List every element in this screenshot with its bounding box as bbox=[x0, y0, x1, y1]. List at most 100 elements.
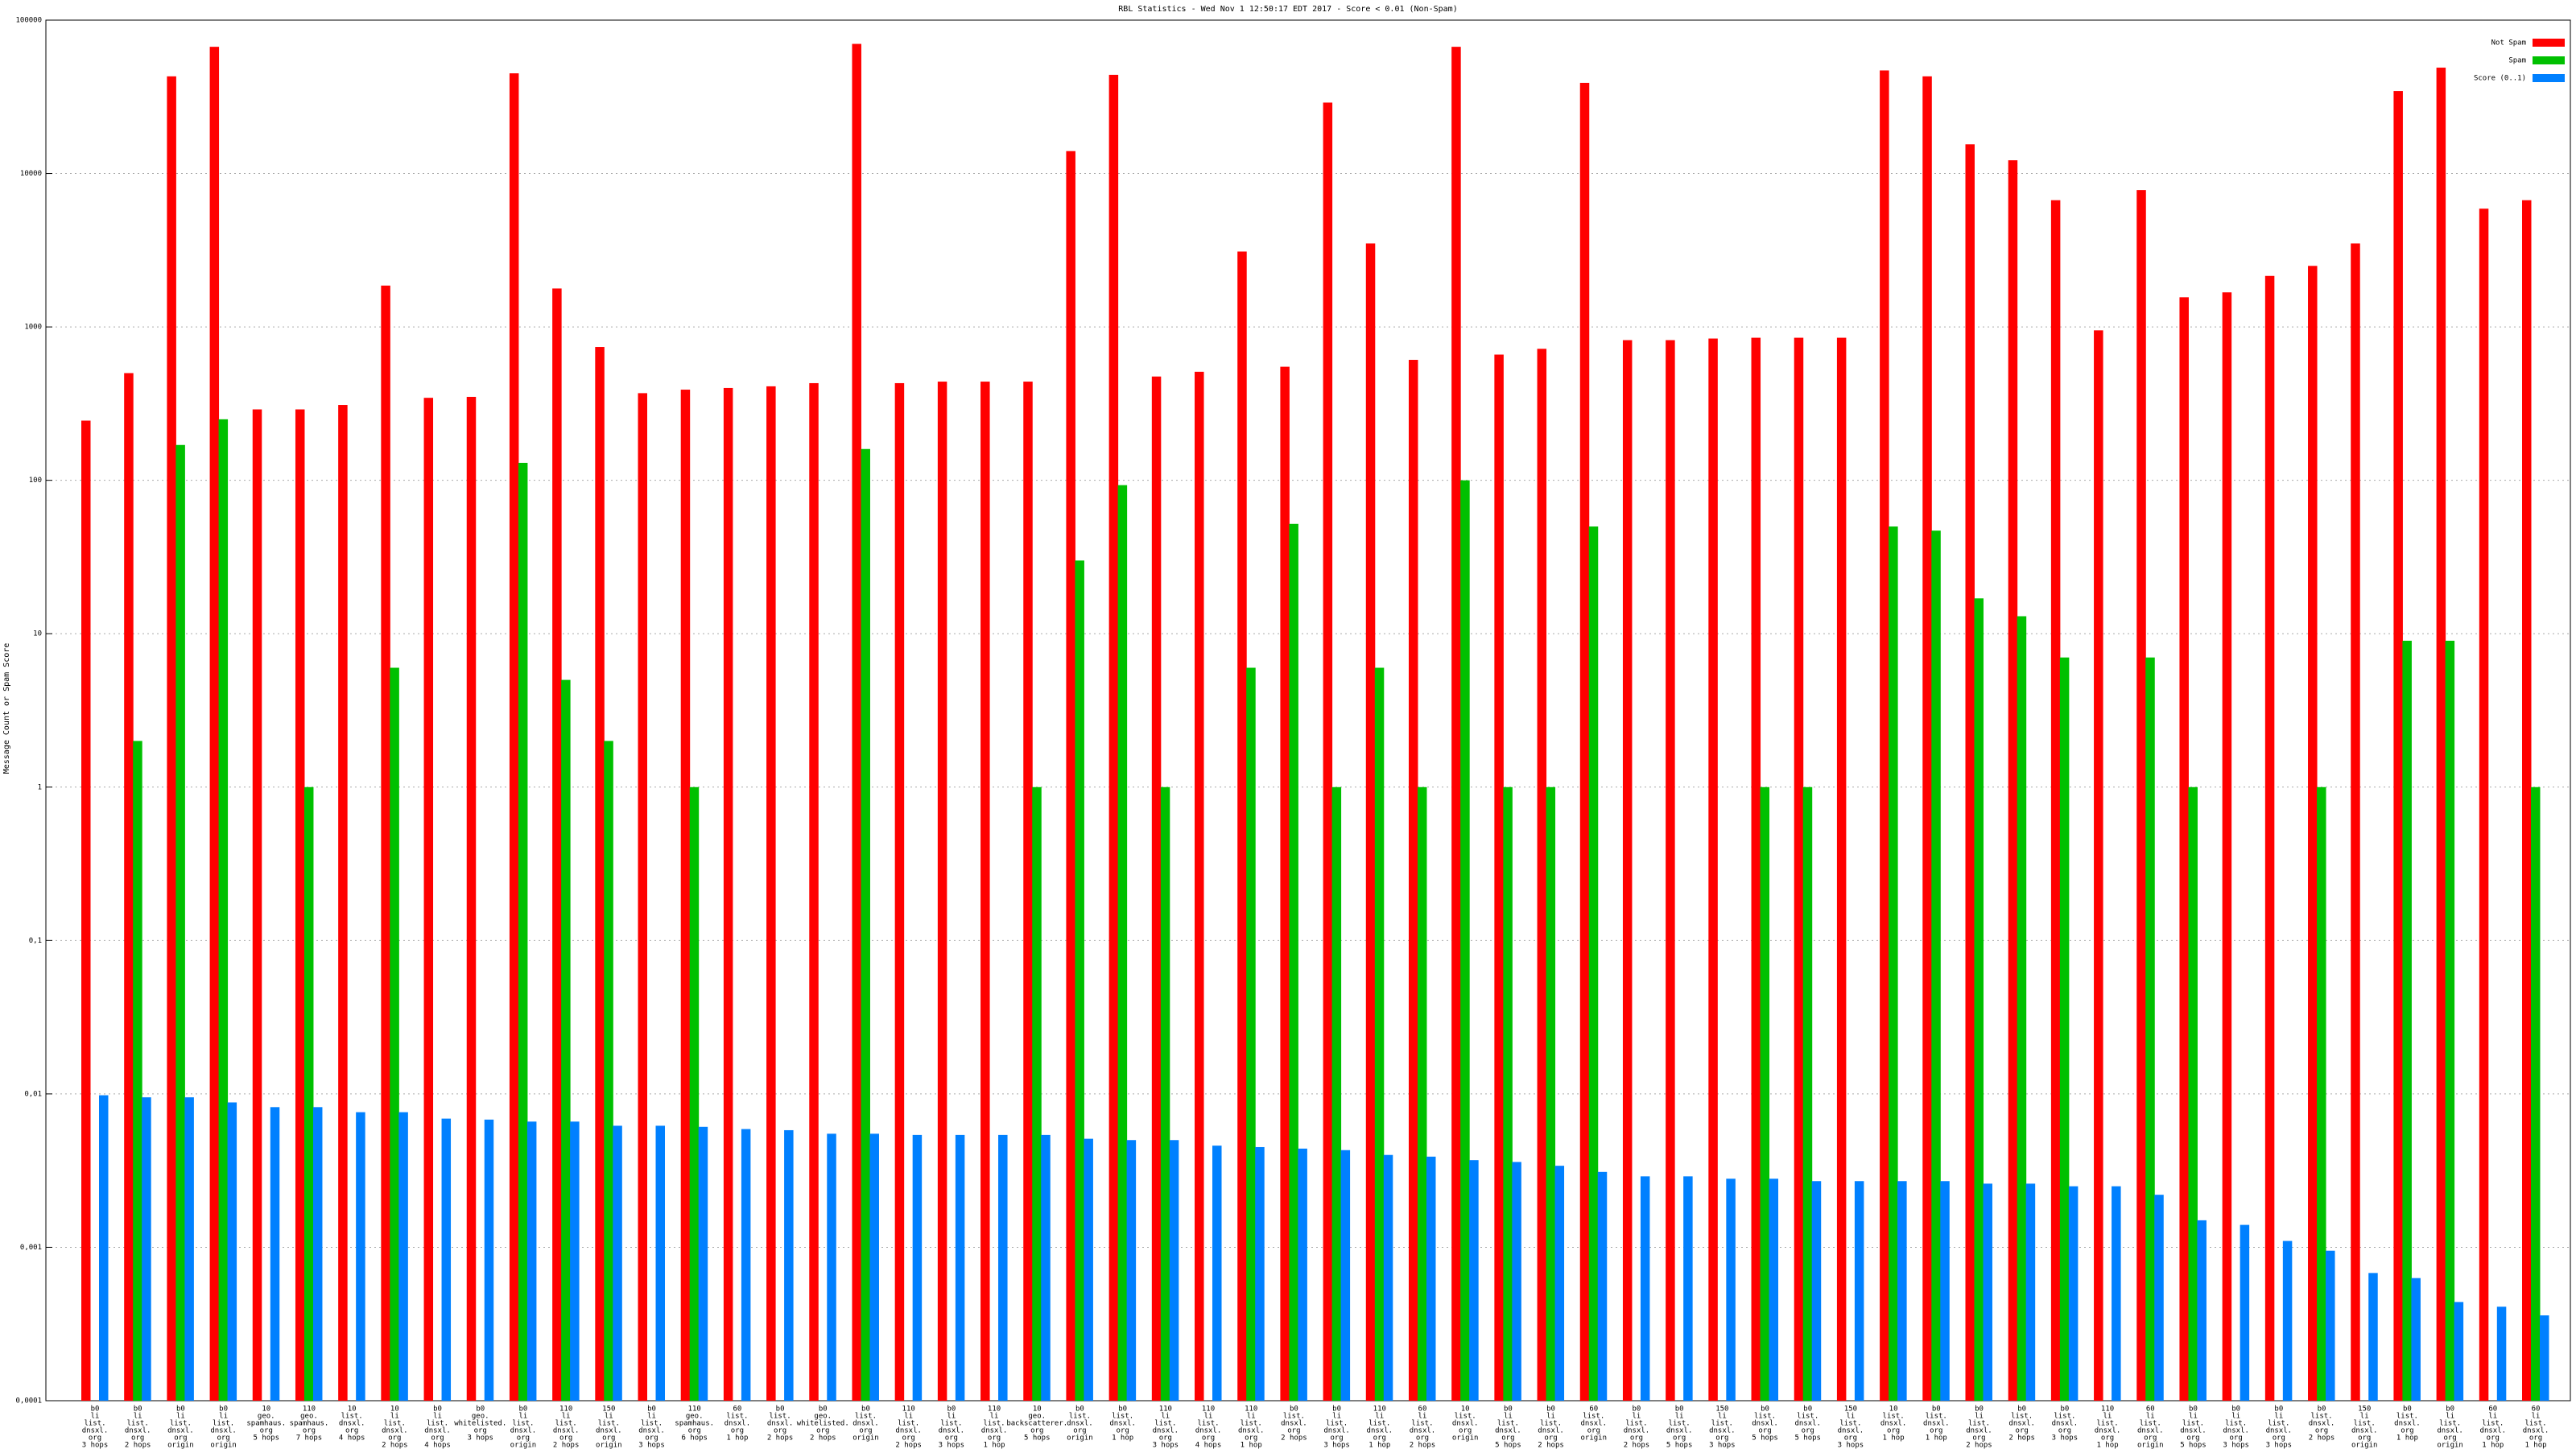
x-tick-label: list. bbox=[2439, 1420, 2461, 1428]
x-tick-label: dnsxl. bbox=[1923, 1420, 1950, 1428]
x-tick-label: li bbox=[2189, 1413, 2198, 1421]
x-tick-label: b0 bbox=[91, 1406, 100, 1414]
x-tick-label: geo. bbox=[300, 1413, 318, 1421]
bar bbox=[827, 1133, 836, 1401]
x-tick-label: 3 hops bbox=[1838, 1442, 1864, 1449]
x-tick-label: list. bbox=[384, 1420, 406, 1428]
x-tick-label: 3 hops bbox=[2266, 1442, 2293, 1449]
x-tick-label: list. bbox=[2182, 1420, 2204, 1428]
x-tick-label: dnsxl. bbox=[1880, 1420, 1907, 1428]
x-tick-label: org bbox=[602, 1435, 615, 1443]
x-tick-label: dnsxl. bbox=[895, 1427, 922, 1435]
bar bbox=[381, 285, 390, 1402]
x-tick-label: org bbox=[2273, 1435, 2285, 1443]
x-tick-label: dnsxl. bbox=[1538, 1427, 1564, 1435]
bar bbox=[595, 347, 605, 1401]
bar bbox=[1331, 786, 1342, 1401]
bar bbox=[1503, 786, 1513, 1401]
x-tick-label: org bbox=[2186, 1435, 2199, 1443]
bar bbox=[390, 667, 399, 1401]
x-tick-label: list. bbox=[2054, 1413, 2075, 1421]
x-tick-label: 5 hops bbox=[2180, 1442, 2207, 1449]
x-tick-label: 4 hops bbox=[424, 1442, 451, 1449]
x-tick-label: b0 bbox=[176, 1406, 185, 1414]
x-tick-label: li bbox=[91, 1413, 100, 1421]
bar bbox=[2154, 1195, 2164, 1401]
x-tick-label: b0 bbox=[1675, 1406, 1684, 1414]
x-tick-label: org bbox=[217, 1435, 229, 1443]
x-tick-label: dnsxl. bbox=[2095, 1427, 2121, 1435]
x-tick-label: dnsxl. bbox=[724, 1420, 751, 1428]
bar bbox=[2136, 190, 2146, 1401]
y-tick-label: 1000 bbox=[24, 324, 42, 332]
bar bbox=[1426, 1156, 1436, 1401]
x-tick-label: 60 bbox=[1418, 1406, 1427, 1414]
bar bbox=[912, 1134, 923, 1401]
x-tick-label: backscatterer. bbox=[1006, 1420, 1067, 1428]
bar bbox=[1666, 340, 1675, 1401]
x-tick-label: 3 hops bbox=[1323, 1442, 1350, 1449]
x-tick-label: dnsxl. bbox=[1195, 1427, 1222, 1435]
x-tick-label: org bbox=[1930, 1427, 1942, 1435]
bar bbox=[1983, 1183, 1992, 1401]
x-tick-label: 110 bbox=[1202, 1406, 1215, 1414]
bar bbox=[2479, 208, 2489, 1402]
x-tick-label: b0 bbox=[1075, 1406, 1084, 1414]
x-tick-label: b0 bbox=[519, 1406, 528, 1414]
x-tick-label: 2 hops bbox=[1538, 1442, 1564, 1449]
x-tick-label: geo. bbox=[258, 1413, 275, 1421]
bar bbox=[99, 1095, 109, 1401]
x-tick-label: li bbox=[2146, 1413, 2155, 1421]
bar bbox=[175, 444, 185, 1401]
x-tick-label: b0 bbox=[819, 1406, 828, 1414]
legend-label: Score (0..1) bbox=[2474, 75, 2526, 83]
bar bbox=[1769, 1179, 1779, 1401]
x-tick-label: list. bbox=[641, 1420, 663, 1428]
bar bbox=[570, 1121, 580, 1401]
bar bbox=[852, 43, 861, 1401]
x-tick-label: dnsxl. bbox=[2180, 1427, 2207, 1435]
x-tick-label: list. bbox=[2140, 1420, 2161, 1428]
x-tick-label: li bbox=[1975, 1413, 1984, 1421]
x-tick-label: list. bbox=[1540, 1420, 1562, 1428]
bar bbox=[1494, 354, 1504, 1401]
bar bbox=[2393, 91, 2403, 1401]
x-tick-label: 110 bbox=[1373, 1406, 1386, 1414]
x-tick-label: dnsxl. bbox=[767, 1420, 794, 1428]
bar bbox=[1708, 338, 1718, 1402]
x-tick-label: org bbox=[1630, 1435, 1643, 1443]
x-tick-label: dnsxl. bbox=[1367, 1427, 1393, 1435]
x-tick-label: dnsxl. bbox=[1794, 1420, 1821, 1428]
legend-label: Spam bbox=[2508, 57, 2526, 65]
bar bbox=[2179, 297, 2189, 1401]
x-tick-label: b0 bbox=[2017, 1406, 2026, 1414]
x-tick-label: dnsxl. bbox=[1580, 1420, 1607, 1428]
x-tick-label: 5 hops bbox=[254, 1435, 280, 1443]
legend-swatch bbox=[2533, 39, 2565, 47]
bar bbox=[689, 786, 700, 1401]
x-tick-label: dnsxl. bbox=[2351, 1427, 2378, 1435]
x-tick-label: dnsxl. bbox=[1323, 1427, 1350, 1435]
bar bbox=[2017, 616, 2027, 1401]
bar bbox=[303, 786, 314, 1401]
bar bbox=[295, 409, 305, 1401]
x-tick-label: dnsxl. bbox=[2437, 1427, 2463, 1435]
bar bbox=[509, 73, 519, 1402]
x-tick-label: 5 hops bbox=[1024, 1435, 1051, 1443]
legend-swatch bbox=[2533, 74, 2565, 82]
bar bbox=[1365, 243, 1376, 1401]
x-tick-label: org bbox=[1587, 1427, 1600, 1435]
x-tick-label: org bbox=[988, 1435, 1001, 1443]
bar bbox=[1811, 1181, 1822, 1401]
x-tick-label: org bbox=[1544, 1435, 1557, 1443]
bar bbox=[1974, 598, 1984, 1401]
y-tick-label: 0,001 bbox=[20, 1244, 42, 1252]
bar bbox=[561, 679, 571, 1401]
bar bbox=[1554, 1166, 1565, 1401]
x-tick-label: org bbox=[2401, 1427, 2413, 1435]
x-tick-label: org bbox=[174, 1435, 187, 1443]
x-tick-label: list. bbox=[427, 1420, 448, 1428]
x-tick-label: 110 bbox=[988, 1406, 1001, 1414]
bar bbox=[1965, 144, 1975, 1402]
